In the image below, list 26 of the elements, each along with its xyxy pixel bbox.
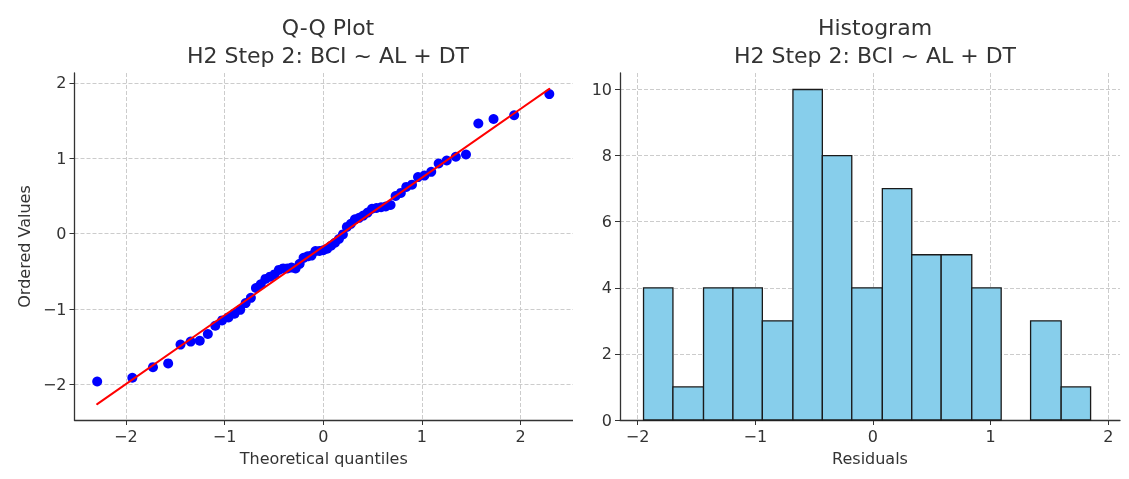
x-tick-label: −1 — [743, 426, 768, 446]
x-tick-label: −2 — [625, 426, 650, 446]
y-tick-label: 0 — [56, 224, 67, 244]
x-tick-label: 1 — [416, 426, 428, 446]
y-tick-label: −1 — [42, 299, 67, 319]
y-tick-label: 10 — [591, 80, 612, 100]
y-tick-label: 2 — [56, 73, 67, 93]
y-axis-title: Ordered Values — [14, 185, 34, 308]
x-tick-label: 1 — [985, 426, 996, 446]
y-tick-label: 8 — [601, 146, 612, 166]
y-tick-label: 0 — [601, 410, 612, 430]
y-tick-label: 6 — [601, 212, 612, 232]
x-axis-title: Residuals — [832, 448, 908, 468]
x-axis-title: Theoretical quantiles — [238, 448, 408, 468]
x-tick-label: −2 — [114, 426, 138, 446]
y-tick-label: 1 — [56, 148, 67, 168]
x-tick-label: 2 — [1103, 426, 1114, 446]
x-tick-label: 0 — [318, 426, 329, 446]
y-tick-label: 2 — [601, 344, 612, 364]
chart-title: Q-Q Plot H2 Step 2: BCI ~ AL + DT — [186, 14, 470, 68]
y-tick-label: −2 — [42, 375, 67, 395]
chart-title: Histogram H2 Step 2: BCI ~ AL + DT — [733, 14, 1017, 68]
y-tick-label: 4 — [601, 278, 612, 298]
x-tick-label: 2 — [515, 426, 526, 446]
x-tick-label: −1 — [212, 426, 237, 446]
x-tick-label: 0 — [867, 426, 879, 446]
